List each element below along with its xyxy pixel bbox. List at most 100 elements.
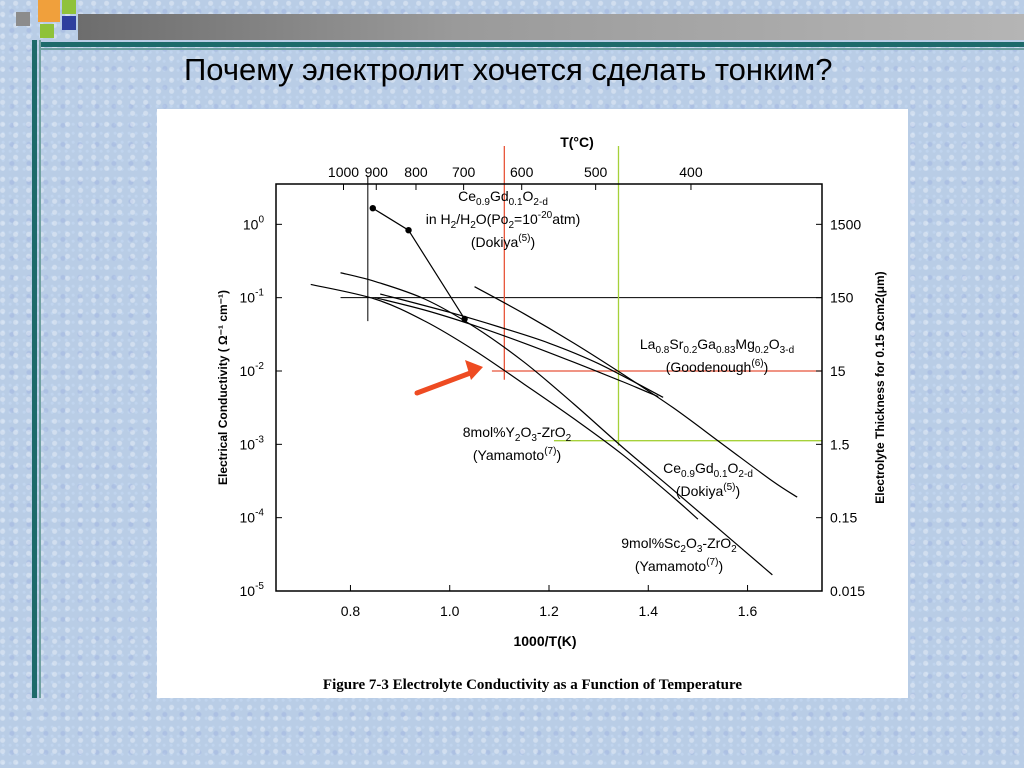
annotations-group: Ce0.9Gd0.1O2-din H2/H2O(Po2=10-20atm)(Do… [426, 188, 794, 574]
annotation-span: Ga [697, 336, 716, 352]
arrow-head [465, 360, 483, 380]
x-tick-label: 1.0 [440, 603, 460, 619]
deco-square-blue [62, 16, 76, 30]
annotation-ysz-line: (Yamamoto(7)) [473, 446, 561, 463]
annotation-span: (7) [544, 446, 556, 457]
annotation-span: 2 [451, 220, 457, 231]
annotation-span: -ZrO [702, 535, 731, 551]
annotation-span: atm) [552, 211, 580, 227]
annotation-ce_h2-line: in H2/H2O(Po2=10-20atm) [426, 210, 580, 231]
series-line-5 [474, 286, 798, 498]
x2-tick-label: 800 [404, 164, 428, 180]
guide-lines [340, 146, 822, 446]
y2-tick-label: 15 [830, 363, 846, 379]
x-tick-label: 1.4 [639, 603, 659, 619]
annotation-span: -20 [538, 210, 553, 221]
annotation-ce_h2-line: (Dokiya(5)) [471, 233, 535, 250]
annotation-span: Ce [663, 460, 681, 476]
annotation-ce_h2-line: Ce0.9Gd0.1O2-d [458, 188, 548, 208]
annotation-span: (6) [751, 358, 763, 369]
annotation-span: Mg [735, 336, 754, 352]
x2-tick-label: 400 [679, 164, 703, 180]
header-rule-light [40, 48, 1024, 50]
series-line-4 [380, 293, 664, 398]
annotation-span: ) [736, 483, 741, 499]
y-tick-exp: -5 [255, 581, 264, 592]
annotation-span: =10 [514, 211, 538, 227]
annotation-ysz-line: 8mol%Y2O3-ZrO2 [463, 424, 572, 444]
annotation-span: 2 [508, 220, 514, 231]
series-line-1 [310, 283, 699, 520]
x-tick-label: 1.6 [738, 603, 758, 619]
annotation-span: ) [764, 359, 769, 375]
left-rule-light [39, 40, 41, 698]
annotation-span: (5) [723, 482, 735, 493]
y-tick-exp: -4 [255, 508, 264, 519]
y2-tick-label: 0.15 [830, 510, 857, 526]
series-point [369, 205, 376, 212]
annotation-span: O [523, 188, 534, 204]
y-tick-base: 10 [240, 436, 256, 452]
annotation-span: Gd [695, 460, 714, 476]
annotation-span: 9mol%Sc [621, 535, 680, 551]
annotation-span: O [769, 336, 780, 352]
conductivity-chart: 0.8 1.0 1.2 1.4 1.6 1000/T(K) 1000 900 800 700 600… [216, 134, 887, 649]
annotation-span: -ZrO [537, 424, 566, 440]
y-tick-base: 10 [243, 216, 259, 232]
x-axis-title: 1000/T(K) [513, 633, 576, 649]
series-point [405, 227, 412, 234]
annotation-span: 2-d [533, 197, 547, 208]
labels-group: 0.8 1.0 1.2 1.4 1.6 1000/T(K) 1000 900 800 700 600… [216, 134, 887, 649]
y-tick-exp: -2 [255, 361, 264, 372]
x2-tick-label: 700 [452, 164, 476, 180]
x2-tick-label: 900 [365, 164, 389, 180]
annotation-lsgm-line: La0.8Sr0.2Ga0.83Mg0.2O3-d [640, 336, 794, 356]
slide-title: Почему электролит хочется сделать тонким… [184, 52, 833, 87]
annotation-span: ) [531, 234, 536, 250]
y-tick-exp: -1 [255, 288, 264, 299]
annotation-span: O [686, 535, 697, 551]
series-group [310, 205, 798, 576]
axes-group [275, 183, 823, 592]
annotation-span: (Dokiya [471, 234, 519, 250]
annotation-scsz-line: 9mol%Sc2O3-ZrO2 [621, 535, 737, 555]
annotation-span: O [728, 460, 739, 476]
annotation-span: 8mol%Y [463, 424, 516, 440]
y-tick-label: 10-2 [240, 361, 265, 379]
annotation-span: ) [718, 558, 723, 574]
annotation-span: (Yamamoto [635, 558, 707, 574]
annotation-span: in H [426, 211, 451, 227]
left-rule [32, 40, 37, 698]
annotation-span: 2 [731, 544, 737, 555]
annotation-span: La [640, 336, 656, 352]
annotation-span: ) [556, 447, 561, 463]
annotation-span: 3-d [780, 345, 794, 356]
y-tick-exp: 0 [258, 214, 264, 225]
annotation-span: 2 [470, 220, 476, 231]
annotation-span: 0.2 [683, 345, 697, 356]
y2-tick-label: 0.015 [830, 583, 865, 599]
y-tick-base: 10 [240, 510, 256, 526]
y2-axis-title: Electrolyte Thickness for 0.15 Ωcm2(μm) [873, 271, 887, 503]
y-tick-label: 10-5 [240, 581, 265, 599]
annotation-span: 3 [697, 544, 703, 555]
annotation-span: 0.2 [755, 345, 769, 356]
annotation-span: 2 [515, 433, 521, 444]
x2-axis-title: T(°C) [560, 134, 594, 150]
plot-frame [275, 183, 823, 592]
y-tick-label: 10-1 [240, 288, 265, 306]
series-point [461, 315, 468, 323]
header-rule [40, 42, 1024, 47]
x-tick-label: 1.2 [539, 603, 559, 619]
annotation-span: (Yamamoto [473, 447, 545, 463]
annotation-span: 0.1 [509, 197, 523, 208]
annotation-span: O(Po [476, 211, 509, 227]
y-tick-base: 10 [240, 363, 256, 379]
y-tick-label: 10-4 [240, 508, 265, 526]
annotation-span: (7) [706, 557, 718, 568]
annotation-span: 0.9 [476, 197, 490, 208]
annotation-span: 2 [680, 544, 686, 555]
x2-tick-label: 600 [510, 164, 534, 180]
annotation-span: Ce [458, 188, 476, 204]
arrow-shaft [414, 369, 476, 396]
